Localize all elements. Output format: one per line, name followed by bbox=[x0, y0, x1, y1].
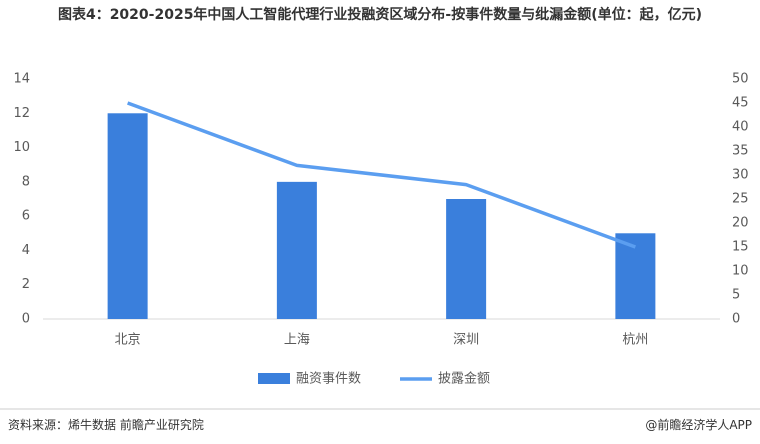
x-tick-label: 北京 bbox=[115, 333, 141, 348]
bar bbox=[107, 113, 148, 320]
y-tick-label: 4 bbox=[22, 243, 30, 258]
y-tick-label: 14 bbox=[13, 72, 30, 87]
y-tick-label: 10 bbox=[13, 140, 30, 155]
y2-tick-label: 30 bbox=[732, 168, 749, 183]
legend-label: 披露金额 bbox=[438, 371, 490, 387]
bar bbox=[276, 181, 317, 319]
bar bbox=[615, 233, 656, 319]
y2-tick-label: 0 bbox=[732, 312, 740, 327]
x-tick-label: 杭州 bbox=[622, 333, 648, 348]
y-tick-label: 6 bbox=[22, 209, 30, 224]
y2-tick-label: 35 bbox=[732, 144, 749, 159]
source: 资料来源：烯牛数据 前瞻产业研究院 bbox=[8, 418, 204, 432]
y-tick-label: 12 bbox=[13, 106, 30, 121]
y-tick-label: 0 bbox=[22, 312, 30, 327]
y2-tick-label: 5 bbox=[732, 288, 740, 303]
x-tick-label: 深圳 bbox=[453, 333, 479, 348]
y2-tick-label: 25 bbox=[732, 192, 749, 207]
x-tick-label: 上海 bbox=[284, 333, 310, 348]
legend-swatch bbox=[258, 373, 290, 384]
y2-tick-label: 15 bbox=[732, 240, 749, 255]
chart-title: 图表4：2020-2025年中国人工智能代理行业投融资区域分布-按事件数量与纰漏… bbox=[57, 7, 703, 23]
bar bbox=[446, 199, 487, 319]
y2-tick-label: 20 bbox=[732, 216, 749, 231]
y2-tick-label: 40 bbox=[732, 120, 749, 135]
y-tick-label: 2 bbox=[22, 277, 30, 292]
legend-label: 融资事件数 bbox=[296, 372, 361, 387]
brand: @前瞻经济学人APP bbox=[645, 418, 752, 432]
y2-tick-label: 45 bbox=[732, 96, 749, 111]
line bbox=[127, 101, 636, 249]
y2-tick-label: 10 bbox=[732, 264, 749, 279]
y2-tick-label: 50 bbox=[732, 72, 749, 87]
y-tick-label: 8 bbox=[22, 174, 30, 189]
